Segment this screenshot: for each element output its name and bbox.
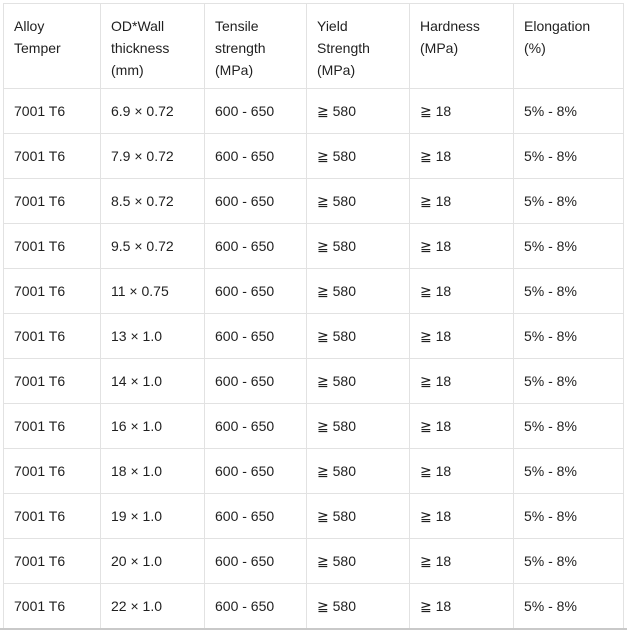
cell-od-wall-thickness: 9.5 × 0.72: [100, 223, 205, 269]
table-row: 7001 T6 19 × 1.0 600 - 650 ≧ 580 ≧ 18 5% - 8%: [3, 493, 624, 539]
cell-od-wall-thickness: 19 × 1.0: [100, 493, 205, 539]
cell-yield-strength: ≧ 580: [306, 538, 410, 584]
cell-elongation: 5% - 8%: [513, 448, 624, 494]
cell-od-wall-thickness: 20 × 1.0: [100, 538, 205, 584]
cell-hardness: ≧ 18: [409, 493, 514, 539]
cell-hardness: ≧ 18: [409, 358, 514, 404]
cell-elongation: 5% - 8%: [513, 538, 624, 584]
cell-yield-strength: ≧ 580: [306, 358, 410, 404]
cell-hardness: ≧ 18: [409, 583, 514, 629]
cell-od-wall-thickness: 13 × 1.0: [100, 313, 205, 359]
cell-yield-strength: ≧ 580: [306, 583, 410, 629]
cell-od-wall-thickness: 18 × 1.0: [100, 448, 205, 494]
table-row: 7001 T6 13 × 1.0 600 - 650 ≧ 580 ≧ 18 5% - 8%: [3, 313, 624, 359]
column-header-od-wall-thickness: OD*Wall thickness (mm): [100, 3, 205, 89]
cell-hardness: ≧ 18: [409, 133, 514, 179]
cell-yield-strength: ≧ 580: [306, 493, 410, 539]
table-row: 7001 T6 16 × 1.0 600 - 650 ≧ 580 ≧ 18 5% - 8%: [3, 403, 624, 449]
table-row: 7001 T6 9.5 × 0.72 600 - 650 ≧ 580 ≧ 18 5% - …: [3, 223, 624, 269]
cell-hardness: ≧ 18: [409, 538, 514, 584]
table-row: 7001 T6 18 × 1.0 600 - 650 ≧ 580 ≧ 18 5% - 8%: [3, 448, 624, 494]
cell-tensile-strength: 600 - 650: [204, 88, 307, 134]
cell-alloy-temper: 7001 T6: [3, 358, 101, 404]
cell-alloy-temper: 7001 T6: [3, 223, 101, 269]
cell-hardness: ≧ 18: [409, 88, 514, 134]
cell-od-wall-thickness: 6.9 × 0.72: [100, 88, 205, 134]
cell-yield-strength: ≧ 580: [306, 133, 410, 179]
cell-yield-strength: ≧ 580: [306, 403, 410, 449]
cell-hardness: ≧ 18: [409, 313, 514, 359]
cell-yield-strength: ≧ 580: [306, 88, 410, 134]
cell-tensile-strength: 600 - 650: [204, 358, 307, 404]
cell-elongation: 5% - 8%: [513, 88, 624, 134]
cell-od-wall-thickness: 11 × 0.75: [100, 268, 205, 314]
cell-alloy-temper: 7001 T6: [3, 583, 101, 629]
cell-od-wall-thickness: 22 × 1.0: [100, 583, 205, 629]
cell-elongation: 5% - 8%: [513, 178, 624, 224]
table-row: 7001 T6 6.9 × 0.72 600 - 650 ≧ 580 ≧ 18 5% - …: [3, 88, 624, 134]
table-row: 7001 T6 8.5 × 0.72 600 - 650 ≧ 580 ≧ 18 5% - …: [3, 178, 624, 224]
cell-elongation: 5% - 8%: [513, 133, 624, 179]
cell-yield-strength: ≧ 580: [306, 223, 410, 269]
cell-yield-strength: ≧ 580: [306, 178, 410, 224]
column-header-hardness: Hardness (MPa): [409, 3, 514, 89]
table-row: 7001 T6 14 × 1.0 600 - 650 ≧ 580 ≧ 18 5% - 8%: [3, 358, 624, 404]
cell-tensile-strength: 600 - 650: [204, 178, 307, 224]
cell-alloy-temper: 7001 T6: [3, 88, 101, 134]
cell-hardness: ≧ 18: [409, 223, 514, 269]
column-header-tensile-strength: Tensile strength (MPa): [204, 3, 307, 89]
cell-alloy-temper: 7001 T6: [3, 403, 101, 449]
cell-yield-strength: ≧ 580: [306, 448, 410, 494]
cell-elongation: 5% - 8%: [513, 403, 624, 449]
cell-elongation: 5% - 8%: [513, 268, 624, 314]
cell-hardness: ≧ 18: [409, 268, 514, 314]
cell-alloy-temper: 7001 T6: [3, 178, 101, 224]
cell-yield-strength: ≧ 580: [306, 268, 410, 314]
cell-elongation: 5% - 8%: [513, 358, 624, 404]
cell-od-wall-thickness: 8.5 × 0.72: [100, 178, 205, 224]
cell-tensile-strength: 600 - 650: [204, 538, 307, 584]
column-header-yield-strength: Yield Strength (MPa): [306, 3, 410, 89]
cell-tensile-strength: 600 - 650: [204, 493, 307, 539]
cell-alloy-temper: 7001 T6: [3, 448, 101, 494]
cell-elongation: 5% - 8%: [513, 493, 624, 539]
column-header-elongation: Elongation (%): [513, 3, 624, 89]
cell-hardness: ≧ 18: [409, 178, 514, 224]
table-row: 7001 T6 20 × 1.0 600 - 650 ≧ 580 ≧ 18 5% - 8%: [3, 538, 624, 584]
cell-tensile-strength: 600 - 650: [204, 223, 307, 269]
cell-hardness: ≧ 18: [409, 448, 514, 494]
cell-tensile-strength: 600 - 650: [204, 583, 307, 629]
cell-alloy-temper: 7001 T6: [3, 493, 101, 539]
cell-elongation: 5% - 8%: [513, 583, 624, 629]
cell-yield-strength: ≧ 580: [306, 313, 410, 359]
table-row: 7001 T6 11 × 0.75 600 - 650 ≧ 580 ≧ 18 5% - 8…: [3, 268, 624, 314]
cell-tensile-strength: 600 - 650: [204, 133, 307, 179]
table-row: 7001 T6 7.9 × 0.72 600 - 650 ≧ 580 ≧ 18 5% - …: [3, 133, 624, 179]
cell-od-wall-thickness: 16 × 1.0: [100, 403, 205, 449]
table-body: 7001 T6 6.9 × 0.72 600 - 650 ≧ 580 ≧ 18 5% - …: [3, 88, 624, 629]
cell-tensile-strength: 600 - 650: [204, 448, 307, 494]
cell-tensile-strength: 600 - 650: [204, 268, 307, 314]
cell-od-wall-thickness: 14 × 1.0: [100, 358, 205, 404]
alloy-spec-table: Alloy Temper OD*Wall thickness (mm) Tens…: [3, 3, 624, 629]
bottom-divider: [0, 628, 627, 630]
cell-od-wall-thickness: 7.9 × 0.72: [100, 133, 205, 179]
table-header-row: Alloy Temper OD*Wall thickness (mm) Tens…: [3, 3, 624, 89]
cell-elongation: 5% - 8%: [513, 223, 624, 269]
cell-alloy-temper: 7001 T6: [3, 268, 101, 314]
cell-elongation: 5% - 8%: [513, 313, 624, 359]
cell-alloy-temper: 7001 T6: [3, 313, 101, 359]
cell-alloy-temper: 7001 T6: [3, 133, 101, 179]
cell-alloy-temper: 7001 T6: [3, 538, 101, 584]
column-header-alloy-temper: Alloy Temper: [3, 3, 101, 89]
cell-tensile-strength: 600 - 650: [204, 313, 307, 359]
table-row: 7001 T6 22 × 1.0 600 - 650 ≧ 580 ≧ 18 5% - 8%: [3, 583, 624, 629]
cell-hardness: ≧ 18: [409, 403, 514, 449]
cell-tensile-strength: 600 - 650: [204, 403, 307, 449]
